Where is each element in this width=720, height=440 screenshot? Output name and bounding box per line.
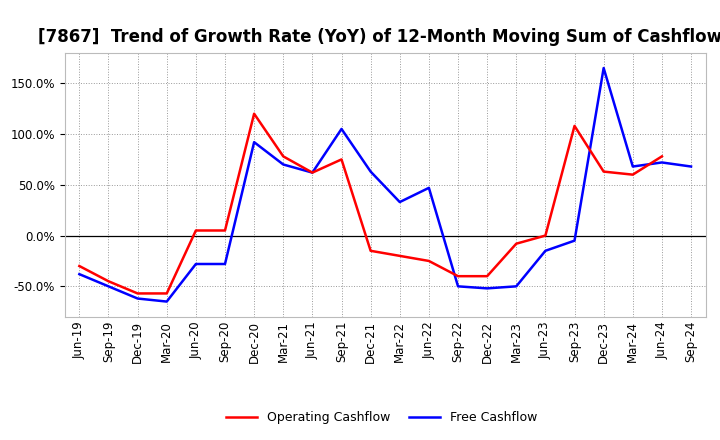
Operating Cashflow: [337, 157, 346, 162]
Operating Cashflow: [570, 123, 579, 128]
Operating Cashflow: [512, 241, 521, 246]
Operating Cashflow: [133, 291, 142, 296]
Operating Cashflow: [395, 253, 404, 259]
Operating Cashflow: [163, 291, 171, 296]
Free Cashflow: [512, 284, 521, 289]
Free Cashflow: [657, 160, 666, 165]
Operating Cashflow: [308, 170, 317, 175]
Free Cashflow: [425, 185, 433, 191]
Free Cashflow: [308, 170, 317, 175]
Operating Cashflow: [599, 169, 608, 174]
Operating Cashflow: [250, 111, 258, 116]
Free Cashflow: [541, 248, 550, 253]
Free Cashflow: [570, 238, 579, 243]
Operating Cashflow: [75, 264, 84, 269]
Operating Cashflow: [483, 274, 492, 279]
Free Cashflow: [599, 66, 608, 71]
Line: Operating Cashflow: Operating Cashflow: [79, 114, 662, 293]
Free Cashflow: [395, 199, 404, 205]
Free Cashflow: [366, 169, 375, 174]
Operating Cashflow: [425, 258, 433, 264]
Operating Cashflow: [192, 228, 200, 233]
Free Cashflow: [75, 271, 84, 277]
Free Cashflow: [133, 296, 142, 301]
Operating Cashflow: [366, 248, 375, 253]
Operating Cashflow: [279, 154, 287, 159]
Title: [7867]  Trend of Growth Rate (YoY) of 12-Month Moving Sum of Cashflows: [7867] Trend of Growth Rate (YoY) of 12-…: [38, 28, 720, 46]
Free Cashflow: [687, 164, 696, 169]
Free Cashflow: [483, 286, 492, 291]
Free Cashflow: [629, 164, 637, 169]
Operating Cashflow: [657, 154, 666, 159]
Operating Cashflow: [220, 228, 229, 233]
Operating Cashflow: [629, 172, 637, 177]
Free Cashflow: [250, 139, 258, 145]
Operating Cashflow: [454, 274, 462, 279]
Operating Cashflow: [104, 279, 113, 284]
Free Cashflow: [279, 162, 287, 167]
Free Cashflow: [163, 299, 171, 304]
Free Cashflow: [337, 126, 346, 132]
Line: Free Cashflow: Free Cashflow: [79, 68, 691, 301]
Free Cashflow: [220, 261, 229, 267]
Free Cashflow: [104, 284, 113, 289]
Legend: Operating Cashflow, Free Cashflow: Operating Cashflow, Free Cashflow: [220, 407, 543, 429]
Free Cashflow: [192, 261, 200, 267]
Operating Cashflow: [541, 233, 550, 238]
Free Cashflow: [454, 284, 462, 289]
